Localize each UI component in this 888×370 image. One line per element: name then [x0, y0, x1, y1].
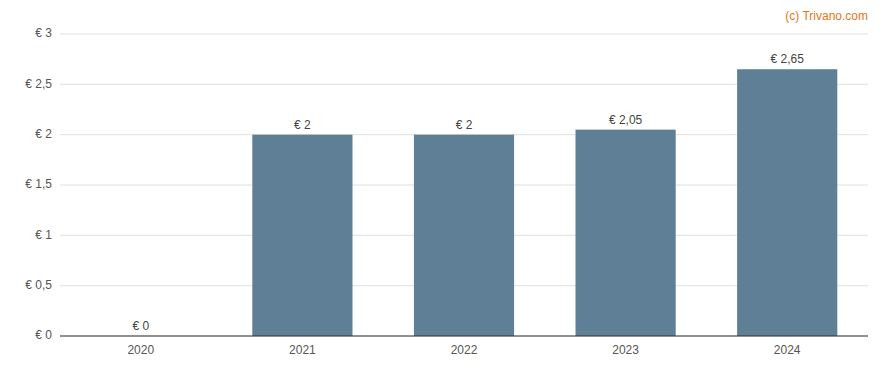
bar	[252, 135, 352, 336]
bars	[252, 69, 837, 336]
x-axis-line	[60, 336, 868, 337]
watermark: (c) Trivano.com	[785, 9, 868, 23]
data-label: € 2,65	[771, 52, 805, 66]
data-label: € 2,05	[609, 113, 643, 127]
y-tick-label: € 1,5	[25, 177, 52, 191]
data-label: € 2	[456, 118, 473, 132]
y-tick-label: € 0,5	[25, 278, 52, 292]
x-tick-labels: 2020 2021 2022 2023 2024	[127, 343, 800, 357]
x-tick-label: 2021	[289, 343, 316, 357]
chart-container: € 0€ 0,5€ 1€ 1,5€ 2€ 2,5€ 32020202120222…	[0, 0, 888, 370]
data-label: € 0	[132, 319, 149, 333]
x-tick-label: 2024	[774, 343, 801, 357]
y-tick-label: € 3	[35, 26, 52, 40]
x-tick-label: 2020	[127, 343, 154, 357]
chart: € 0€ 0,5€ 1€ 1,5€ 2€ 2,5€ 32020202120222…	[0, 0, 888, 370]
grid-line	[60, 34, 868, 35]
y-tick-label: € 2	[35, 127, 52, 141]
data-labels: € 0 € 2 € 2 € 2,05 € 2,65	[132, 52, 804, 333]
bar	[576, 130, 676, 336]
y-grid	[60, 34, 868, 336]
data-label: € 2	[294, 118, 311, 132]
x-tick-label: 2023	[612, 343, 639, 357]
grid-line	[60, 336, 868, 337]
y-tick-label: € 2,5	[25, 77, 52, 91]
y-tick-label: € 0	[35, 328, 52, 342]
x-tick-label: 2022	[451, 343, 478, 357]
bar	[737, 69, 837, 336]
bar	[414, 135, 514, 336]
y-tick-label: € 1	[35, 228, 52, 242]
y-tick-labels: € 0 € 0,5 € 1 € 1,5 € 2 € 2,5 € 3	[25, 26, 52, 342]
